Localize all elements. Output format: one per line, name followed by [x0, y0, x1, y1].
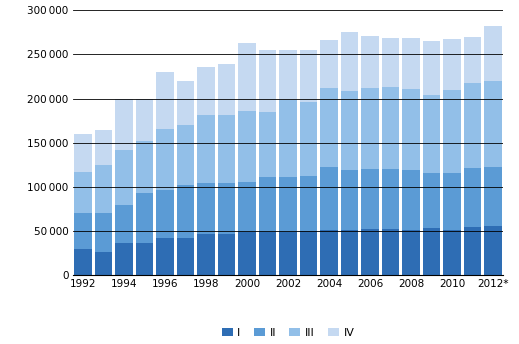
Bar — [443, 173, 461, 230]
Bar — [361, 36, 379, 88]
Bar — [156, 191, 174, 238]
Bar — [402, 170, 420, 230]
Bar — [136, 141, 153, 193]
Bar — [443, 90, 461, 173]
Bar — [238, 232, 256, 275]
Bar — [320, 40, 338, 88]
Bar — [423, 95, 440, 173]
Bar — [238, 182, 256, 232]
Bar — [136, 99, 153, 141]
Bar — [94, 213, 112, 252]
Bar — [74, 134, 92, 172]
Bar — [423, 227, 440, 275]
Bar — [464, 83, 482, 168]
Bar — [443, 39, 461, 90]
Bar — [156, 129, 174, 191]
Bar — [320, 230, 338, 275]
Bar — [464, 37, 482, 83]
Bar — [94, 130, 112, 165]
Bar — [341, 91, 358, 170]
Bar — [300, 102, 317, 176]
Bar — [382, 87, 399, 169]
Bar — [94, 165, 112, 213]
Bar — [300, 50, 317, 102]
Bar — [361, 229, 379, 275]
Bar — [197, 183, 215, 234]
Bar — [484, 81, 502, 166]
Bar — [115, 150, 133, 205]
Bar — [300, 176, 317, 231]
Bar — [177, 185, 194, 238]
Bar — [136, 244, 153, 275]
Bar — [382, 229, 399, 275]
Bar — [218, 115, 235, 183]
Bar — [177, 238, 194, 275]
Legend: I, II, III, IV: I, II, III, IV — [217, 323, 359, 342]
Bar — [115, 205, 133, 244]
Bar — [300, 231, 317, 275]
Bar — [402, 230, 420, 275]
Bar — [136, 193, 153, 244]
Bar — [177, 125, 194, 185]
Bar — [279, 177, 297, 232]
Bar — [423, 41, 440, 95]
Bar — [423, 173, 440, 227]
Bar — [443, 230, 461, 275]
Bar — [74, 249, 92, 275]
Bar — [279, 50, 297, 100]
Bar — [238, 111, 256, 182]
Bar — [156, 72, 174, 129]
Bar — [74, 213, 92, 249]
Bar — [464, 227, 482, 275]
Bar — [259, 177, 276, 232]
Bar — [382, 38, 399, 87]
Bar — [94, 252, 112, 275]
Bar — [341, 170, 358, 230]
Bar — [177, 81, 194, 125]
Bar — [484, 226, 502, 275]
Bar — [115, 99, 133, 150]
Bar — [218, 183, 235, 234]
Bar — [279, 100, 297, 177]
Bar — [402, 89, 420, 170]
Bar — [197, 115, 215, 183]
Bar — [361, 88, 379, 169]
Bar — [320, 168, 338, 230]
Bar — [156, 238, 174, 275]
Bar — [238, 43, 256, 111]
Bar — [259, 232, 276, 275]
Bar — [361, 169, 379, 229]
Bar — [402, 38, 420, 89]
Bar — [320, 88, 338, 168]
Bar — [218, 234, 235, 275]
Bar — [218, 64, 235, 115]
Bar — [115, 244, 133, 275]
Bar — [74, 172, 92, 213]
Bar — [464, 168, 482, 227]
Bar — [341, 230, 358, 275]
Bar — [484, 26, 502, 81]
Bar — [382, 169, 399, 229]
Bar — [484, 166, 502, 226]
Bar — [197, 67, 215, 115]
Bar — [259, 50, 276, 112]
Bar — [197, 234, 215, 275]
Bar — [279, 232, 297, 275]
Bar — [259, 112, 276, 177]
Bar — [341, 32, 358, 91]
